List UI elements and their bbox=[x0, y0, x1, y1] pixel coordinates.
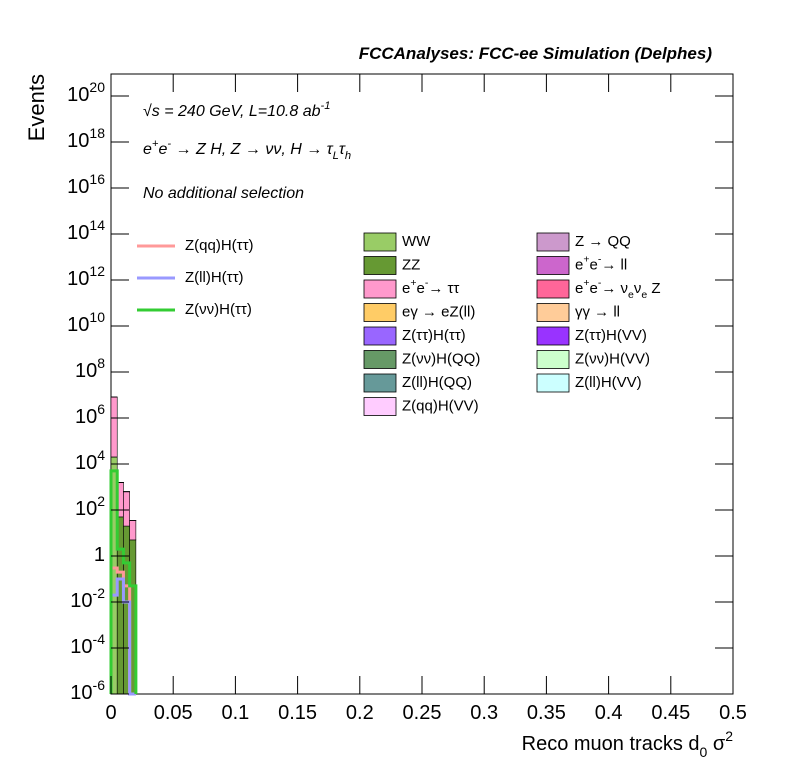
annotation: √s = 240 GeV, L=10.8 ab-1 bbox=[143, 100, 330, 120]
legend-label: Z(ll)H(VV) bbox=[575, 374, 642, 391]
legend-label: Z(ll)H(QQ) bbox=[402, 374, 472, 391]
legend-label: γγ → ll bbox=[575, 303, 620, 320]
legend-swatch bbox=[363, 256, 397, 275]
y-tick-label: 1016 bbox=[67, 171, 105, 199]
x-tick-label: 0.25 bbox=[403, 702, 442, 724]
y-tick-label: 104 bbox=[75, 447, 105, 475]
signal-line bbox=[109, 577, 136, 696]
x-tick-label: 0.05 bbox=[154, 702, 193, 724]
y-tick-label: 108 bbox=[75, 355, 105, 383]
y-tick-label: 1010 bbox=[67, 309, 105, 337]
y-tick-label: 106 bbox=[75, 401, 105, 429]
legend-label: Z(qq)H(ττ) bbox=[185, 237, 254, 254]
x-tick-label: 0.1 bbox=[221, 702, 249, 724]
legend-label: ZZ bbox=[402, 256, 420, 273]
x-tick-label: 0.35 bbox=[527, 702, 566, 724]
x-tick-label: 0.45 bbox=[651, 702, 690, 724]
legend-swatch bbox=[363, 232, 397, 252]
legend-label: Z(νν)H(VV) bbox=[575, 350, 650, 367]
legend-swatch bbox=[363, 350, 397, 369]
legend-label: Z → QQ bbox=[575, 233, 631, 250]
legend-swatch bbox=[363, 397, 397, 416]
legend-label: Z(νν)H(ττ) bbox=[185, 301, 252, 318]
x-tick-label: 0.3 bbox=[470, 702, 498, 724]
bar-segment bbox=[129, 520, 137, 541]
legend-label: e+e-→ ττ bbox=[402, 277, 459, 297]
y-tick-label: 1018 bbox=[67, 125, 105, 153]
legend-label: Z(ττ)H(ττ) bbox=[402, 327, 466, 344]
y-tick-label: 10-2 bbox=[70, 585, 105, 613]
y-tick-label: 1014 bbox=[67, 217, 105, 245]
y-tick-label: 1 bbox=[94, 544, 105, 566]
annotation: No additional selection bbox=[143, 185, 304, 202]
chart-title: FCCAnalyses: FCC-ee Simulation (Delphes) bbox=[359, 44, 713, 63]
x-tick-label: 0.2 bbox=[346, 702, 374, 724]
legend-swatch bbox=[536, 279, 570, 299]
annotation: e+e- → Z H, Z → νν, H → τLτh bbox=[143, 138, 351, 162]
legend-label: Z(ll)H(ττ) bbox=[185, 269, 244, 286]
legend-swatch bbox=[536, 232, 570, 252]
legend-label: Z(νν)H(QQ) bbox=[402, 350, 480, 367]
legend-swatch bbox=[536, 373, 570, 393]
legend-swatch bbox=[363, 303, 397, 322]
legend-swatch bbox=[363, 326, 397, 346]
y-tick-label: 10-6 bbox=[70, 677, 105, 705]
legend-swatch bbox=[536, 303, 570, 322]
legend-swatch bbox=[363, 279, 397, 299]
x-axis-label: Reco muon tracks d0 σ2 bbox=[522, 728, 734, 760]
legend-label: Z(qq)H(VV) bbox=[402, 397, 479, 414]
bar-segment bbox=[123, 491, 130, 527]
bar-segment bbox=[110, 396, 118, 458]
legend-label: WW bbox=[402, 233, 431, 250]
y-tick-label: 102 bbox=[75, 493, 105, 521]
y-tick-label: 10-4 bbox=[70, 631, 105, 659]
legend-swatch bbox=[536, 326, 570, 346]
x-tick-label: 0.4 bbox=[595, 702, 623, 724]
legend-swatch bbox=[536, 350, 570, 369]
y-tick-label: 1020 bbox=[67, 79, 105, 107]
legend-label: Z(ττ)H(VV) bbox=[575, 327, 647, 344]
y-tick-label: 1012 bbox=[67, 263, 105, 291]
x-tick-label: 0.15 bbox=[278, 702, 317, 724]
legend-label: e+e-→ νeνe Z bbox=[575, 277, 661, 301]
legend-swatch bbox=[536, 256, 570, 275]
y-axis-label: Events bbox=[24, 74, 49, 141]
x-tick-label: 0.5 bbox=[719, 702, 747, 724]
legend-label: eγ → eZ(ll) bbox=[402, 303, 475, 320]
legend-label: e+e-→ ll bbox=[575, 253, 627, 273]
x-tick-label: 0 bbox=[105, 702, 116, 724]
legend-swatch bbox=[363, 373, 397, 393]
